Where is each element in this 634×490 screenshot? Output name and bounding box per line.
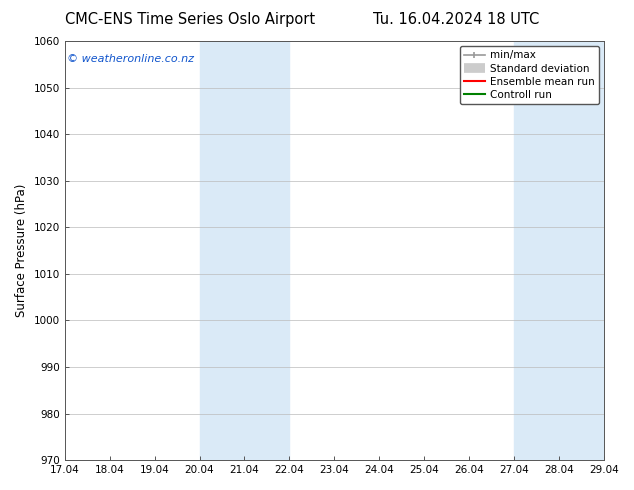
Text: CMC-ENS Time Series Oslo Airport: CMC-ENS Time Series Oslo Airport — [65, 12, 315, 27]
Text: Tu. 16.04.2024 18 UTC: Tu. 16.04.2024 18 UTC — [373, 12, 540, 27]
Y-axis label: Surface Pressure (hPa): Surface Pressure (hPa) — [15, 184, 28, 318]
Legend: min/max, Standard deviation, Ensemble mean run, Controll run: min/max, Standard deviation, Ensemble me… — [460, 46, 599, 104]
Bar — [514, 41, 604, 460]
Bar — [200, 41, 290, 460]
Text: © weatheronline.co.nz: © weatheronline.co.nz — [67, 53, 195, 64]
